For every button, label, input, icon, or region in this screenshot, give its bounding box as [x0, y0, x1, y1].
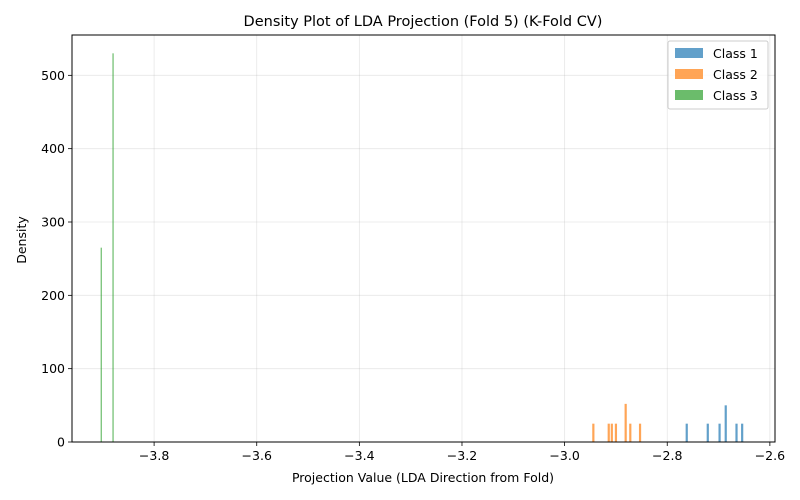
x-tick-label: −2.8 [652, 448, 682, 463]
y-tick-label: 400 [41, 141, 65, 156]
bar-class-2 [638, 423, 642, 442]
chart-title: Density Plot of LDA Projection (Fold 5) … [244, 14, 603, 30]
x-tick-label: −3.6 [242, 448, 272, 463]
bar-class-1 [741, 423, 744, 442]
bar-class-1 [724, 405, 727, 442]
bar-class-2 [607, 423, 610, 442]
plot-frame [71, 34, 776, 443]
y-tick-label: 300 [41, 215, 65, 230]
bar-class-2 [592, 423, 595, 442]
y-tick-label: 500 [41, 68, 65, 83]
y-tick-label: 0 [57, 435, 65, 450]
bar-class-1 [685, 423, 688, 442]
x-tick-label: −3.2 [447, 448, 477, 463]
legend: Class 1 Class 2 Class 3 [667, 40, 769, 110]
x-tick-label: −3.4 [344, 448, 374, 463]
bar-class-1 [735, 423, 738, 442]
bar-class-1 [718, 423, 721, 442]
legend-label-1: Class 1 [713, 46, 758, 61]
bar-class-3 [100, 247, 102, 442]
bar-class-2 [629, 423, 632, 442]
x-tick-label: −3.8 [139, 448, 169, 463]
bar-class-2 [614, 423, 618, 442]
bar-class-2 [624, 403, 627, 442]
y-axis-ticks: 0 100 200 300 400 500 [41, 68, 72, 450]
bars-layer [100, 53, 744, 442]
bar-class-1 [706, 423, 709, 442]
bar-class-2 [610, 423, 613, 442]
legend-label-2: Class 2 [713, 67, 758, 82]
bar-class-3 [112, 53, 114, 442]
y-tick-label: 200 [41, 288, 65, 303]
x-axis-label: Projection Value (LDA Direction from Fol… [292, 470, 554, 485]
x-axis-ticks: −3.8 −3.6 −3.4 −3.2 −3.0 −2.8 −2.6 [139, 442, 785, 463]
legend-swatch-2 [675, 69, 703, 79]
legend-swatch-3 [675, 90, 703, 100]
y-axis-label: Density [14, 216, 29, 264]
x-tick-label: −3.0 [549, 448, 579, 463]
legend-label-3: Class 3 [713, 88, 758, 103]
legend-swatch-1 [675, 48, 703, 58]
x-tick-label: −2.6 [755, 448, 785, 463]
y-tick-label: 100 [41, 361, 65, 376]
